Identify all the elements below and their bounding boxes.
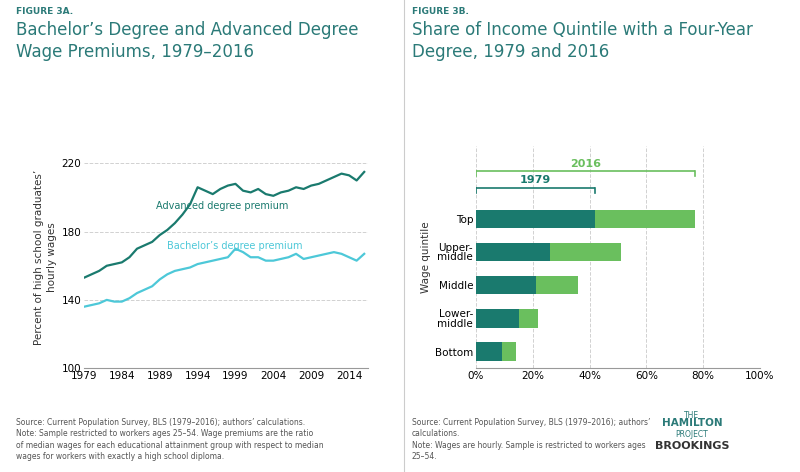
Text: Source: Current Population Survey, BLS (1979–2016); authors’ calculations.
Note:: Source: Current Population Survey, BLS (… <box>16 418 324 461</box>
Text: 1979: 1979 <box>520 175 551 185</box>
Text: 2016: 2016 <box>570 159 601 169</box>
Y-axis label: Percent of high school graduates’
hourly wages: Percent of high school graduates’ hourly… <box>34 169 58 345</box>
Text: Advanced degree premium: Advanced degree premium <box>156 202 288 211</box>
Text: Source: Current Population Survey, BLS (1979–2016); authors’
calculations.
Note:: Source: Current Population Survey, BLS (… <box>412 418 650 461</box>
Bar <box>476 243 621 261</box>
Bar <box>476 343 502 361</box>
Text: HAMILTON: HAMILTON <box>662 418 722 428</box>
Text: Bachelor’s degree premium: Bachelor’s degree premium <box>167 241 303 251</box>
Bar <box>476 343 516 361</box>
Text: THE: THE <box>685 411 699 420</box>
Bar <box>476 309 538 328</box>
Bar <box>476 309 518 328</box>
Text: BROOKINGS: BROOKINGS <box>654 441 730 451</box>
Y-axis label: Wage quintile: Wage quintile <box>421 221 431 293</box>
Bar <box>476 210 694 228</box>
Bar <box>476 276 578 295</box>
Bar <box>476 243 550 261</box>
Bar <box>476 210 595 228</box>
Bar <box>476 276 536 295</box>
Text: PROJECT: PROJECT <box>676 430 708 438</box>
Text: FIGURE 3B.: FIGURE 3B. <box>412 7 469 16</box>
Text: FIGURE 3A.: FIGURE 3A. <box>16 7 73 16</box>
Text: Share of Income Quintile with a Four-Year
Degree, 1979 and 2016: Share of Income Quintile with a Four-Yea… <box>412 21 753 61</box>
Text: Bachelor’s Degree and Advanced Degree
Wage Premiums, 1979–2016: Bachelor’s Degree and Advanced Degree Wa… <box>16 21 358 61</box>
